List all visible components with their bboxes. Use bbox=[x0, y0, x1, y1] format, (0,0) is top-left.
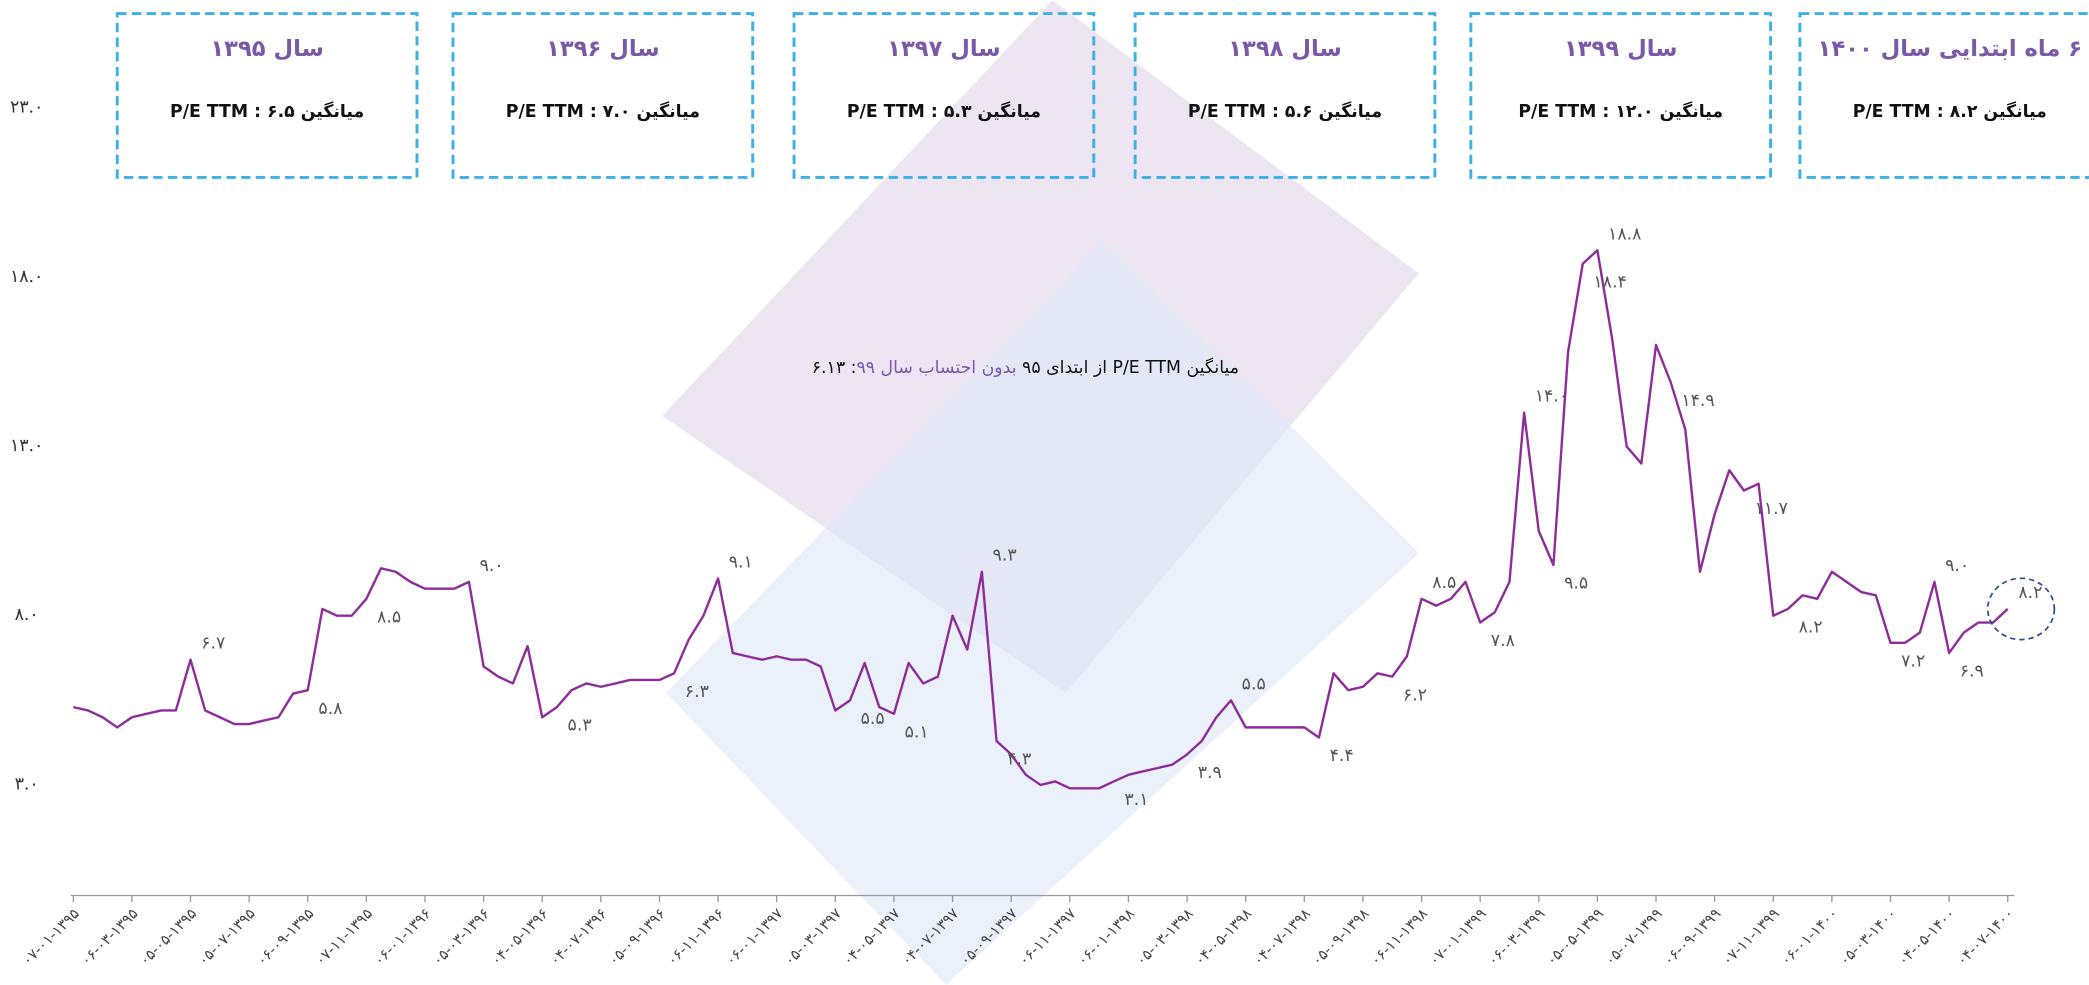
box-text: میانگین P/E TTM : ۶.۵ bbox=[170, 101, 364, 122]
x-tick-label: ۰۴-۰۷-۱۳۹۶ bbox=[547, 905, 611, 969]
data-label: ۵.۵ bbox=[861, 709, 885, 729]
data-label: ۵.۳ bbox=[568, 716, 592, 736]
box-title: سال ۱۳۹۹ bbox=[1564, 36, 1678, 62]
box-title: ۶ ماه ابتدایی سال ۱۴۰۰ bbox=[1818, 36, 2083, 62]
x-tick-label: ۰۴-۰۵-۱۳۹۷ bbox=[840, 905, 904, 969]
x-tick-label: ۰۵-۰۵-۱۳۹۹ bbox=[1543, 905, 1607, 969]
data-label: ۹.۵ bbox=[1564, 574, 1588, 594]
y-tick-label: ۱۸.۰ bbox=[10, 267, 43, 287]
x-tick-label: ۰۶-۰۹-۱۳۹۹ bbox=[1660, 905, 1724, 969]
x-tick-label: ۰۶-۰۱-۱۳۹۶ bbox=[371, 905, 435, 969]
x-tick-label: ۰۴-۰۵-۱۳۹۸ bbox=[1191, 905, 1255, 969]
data-label: ۸.۵ bbox=[1432, 573, 1456, 593]
box-text: میانگین P/E TTM : ۸.۲ bbox=[1853, 101, 2047, 122]
y-tick-label: ۱۳.۰ bbox=[10, 436, 43, 456]
data-label: ۳.۱ bbox=[1124, 790, 1148, 810]
x-tick-label: ۰۶-۱۱-۱۳۹۸ bbox=[1367, 905, 1431, 969]
box-text: میانگین P/E TTM : ۵.۶ bbox=[1188, 101, 1382, 122]
data-label: ۶.۲ bbox=[1403, 685, 1427, 705]
box-title: سال ۱۳۹۸ bbox=[1228, 36, 1342, 62]
data-label: ۱۸.۴ bbox=[1593, 272, 1626, 292]
x-tick-label: ۰۶-۰۱-۱۴۰۰ bbox=[1778, 905, 1842, 969]
data-label: ۳.۹ bbox=[1198, 763, 1222, 783]
annotation-text: میانگین P/E TTM از ابتدای ۹۵ bbox=[1017, 357, 1239, 378]
x-tick-label: ۰۴-۰۷-۱۴۰۰ bbox=[1953, 905, 2017, 969]
y-tick-label: ۲۳.۰ bbox=[10, 98, 43, 118]
box-text: میانگین P/E TTM : ۱۲.۰ bbox=[1518, 101, 1723, 122]
data-label: ۸.۵ bbox=[377, 607, 401, 627]
data-label: ۸.۲ bbox=[1799, 618, 1823, 638]
data-label: ۶.۳ bbox=[685, 682, 709, 702]
x-tick-label: ۰۵-۰۳-۱۳۹۶ bbox=[429, 905, 493, 969]
data-label: ۷.۸ bbox=[1491, 631, 1515, 651]
x-tick-label: ۰۵-۰۹-۱۳۹۸ bbox=[1309, 905, 1373, 969]
data-label: ۱۴.۹ bbox=[1681, 391, 1714, 411]
annotation-value: : ۶.۱۳ bbox=[812, 358, 857, 378]
box-title: سال ۱۳۹۷ bbox=[887, 36, 1001, 62]
data-label: ۹.۰ bbox=[1945, 556, 1969, 576]
data-label: ۶.۷ bbox=[201, 634, 225, 654]
x-tick-label: ۰۶-۱۱-۱۳۹۷ bbox=[1015, 905, 1079, 969]
box-title: سال ۱۳۹۵ bbox=[210, 36, 324, 62]
x-tick-label: ۰۶-۰۹-۱۳۹۵ bbox=[253, 905, 317, 969]
highlight-circle bbox=[1986, 577, 2056, 641]
data-label: ۹.۰ bbox=[480, 556, 504, 576]
y-tick-label: ۳.۰ bbox=[15, 774, 39, 794]
box-text: میانگین P/E TTM : ۷.۰ bbox=[506, 101, 700, 122]
data-label: ۵.۸ bbox=[318, 699, 342, 719]
x-tick-label: ۰۶-۰۳-۱۳۹۹ bbox=[1484, 905, 1548, 969]
annotation-highlight: بدون احتساب سال ۹۹ bbox=[856, 358, 1016, 378]
data-label: ۴.۳ bbox=[1007, 750, 1031, 770]
data-label: ۱۴.۰ bbox=[1535, 387, 1568, 407]
x-tick-label: ۰۷-۰۱-۱۳۹۵ bbox=[19, 905, 83, 969]
data-label: ۱۸.۸ bbox=[1608, 224, 1641, 244]
x-tick-label: ۰۵-۰۳-۱۳۹۷ bbox=[781, 905, 845, 969]
x-tick-label: ۰۶-۰۳-۱۳۹۵ bbox=[78, 905, 142, 969]
info-box bbox=[1469, 12, 1773, 179]
info-box bbox=[115, 12, 419, 179]
info-box bbox=[792, 12, 1096, 179]
decor-diamond bbox=[666, 240, 1419, 985]
x-tick-label: ۰۵-۰۷-۱۳۹۹ bbox=[1602, 905, 1666, 969]
x-tick-label: ۰۷-۱۱-۱۳۹۵ bbox=[312, 905, 376, 969]
data-label: ۵.۵ bbox=[1242, 674, 1266, 694]
box-text: میانگین P/E TTM : ۵.۳ bbox=[847, 101, 1041, 122]
x-tick-label: ۰۷-۰۱-۱۳۹۹ bbox=[1426, 905, 1490, 969]
annotation: میانگین P/E TTM از ابتدای ۹۵ بدون احتساب… bbox=[812, 357, 1239, 378]
x-tick-label: ۰۶-۰۱-۱۳۹۸ bbox=[1074, 905, 1138, 969]
box-title: سال ۱۳۹۶ bbox=[546, 36, 660, 62]
info-box bbox=[1798, 12, 2089, 179]
data-label: ۵.۱ bbox=[905, 723, 929, 743]
x-tick-label: ۰۴-۰۵-۱۴۰۰ bbox=[1895, 905, 1959, 969]
data-label: ۷.۲ bbox=[1901, 651, 1925, 671]
x-tick-label: ۰۵-۰۷-۱۳۹۵ bbox=[195, 905, 259, 969]
data-label: ۹.۱ bbox=[729, 553, 753, 573]
data-label: ۸.۲ bbox=[2018, 583, 2042, 603]
x-tick-label: ۰۴-۰۷-۱۳۹۸ bbox=[1250, 905, 1314, 969]
info-box bbox=[1133, 12, 1437, 179]
info-box bbox=[451, 12, 755, 179]
data-label: ۶.۹ bbox=[1960, 662, 1984, 682]
data-label: ۹.۳ bbox=[993, 546, 1017, 566]
x-tick-label: ۰۵-۰۳-۱۳۹۸ bbox=[1133, 905, 1197, 969]
x-tick-label: ۰۵-۰۵-۱۳۹۵ bbox=[136, 905, 200, 969]
x-tick-label: ۰۴-۰۵-۱۳۹۶ bbox=[488, 905, 552, 969]
x-tick-label: ۰۷-۱۱-۱۳۹۹ bbox=[1719, 905, 1783, 969]
line bbox=[73, 249, 2009, 790]
x-tick-label: ۰۵-۰۳-۱۴۰۰ bbox=[1836, 905, 1900, 969]
x-tick-label: ۰۵-۰۹-۱۳۹۶ bbox=[605, 905, 669, 969]
x-tick-label: ۰۶-۱۱-۱۳۹۶ bbox=[664, 905, 728, 969]
data-label: ۴.۴ bbox=[1330, 746, 1354, 766]
data-label: ۱۱.۷ bbox=[1755, 499, 1788, 519]
y-tick-label: ۸.۰ bbox=[15, 605, 39, 625]
x-tick-label: ۰۶-۰۱-۱۳۹۷ bbox=[722, 905, 786, 969]
